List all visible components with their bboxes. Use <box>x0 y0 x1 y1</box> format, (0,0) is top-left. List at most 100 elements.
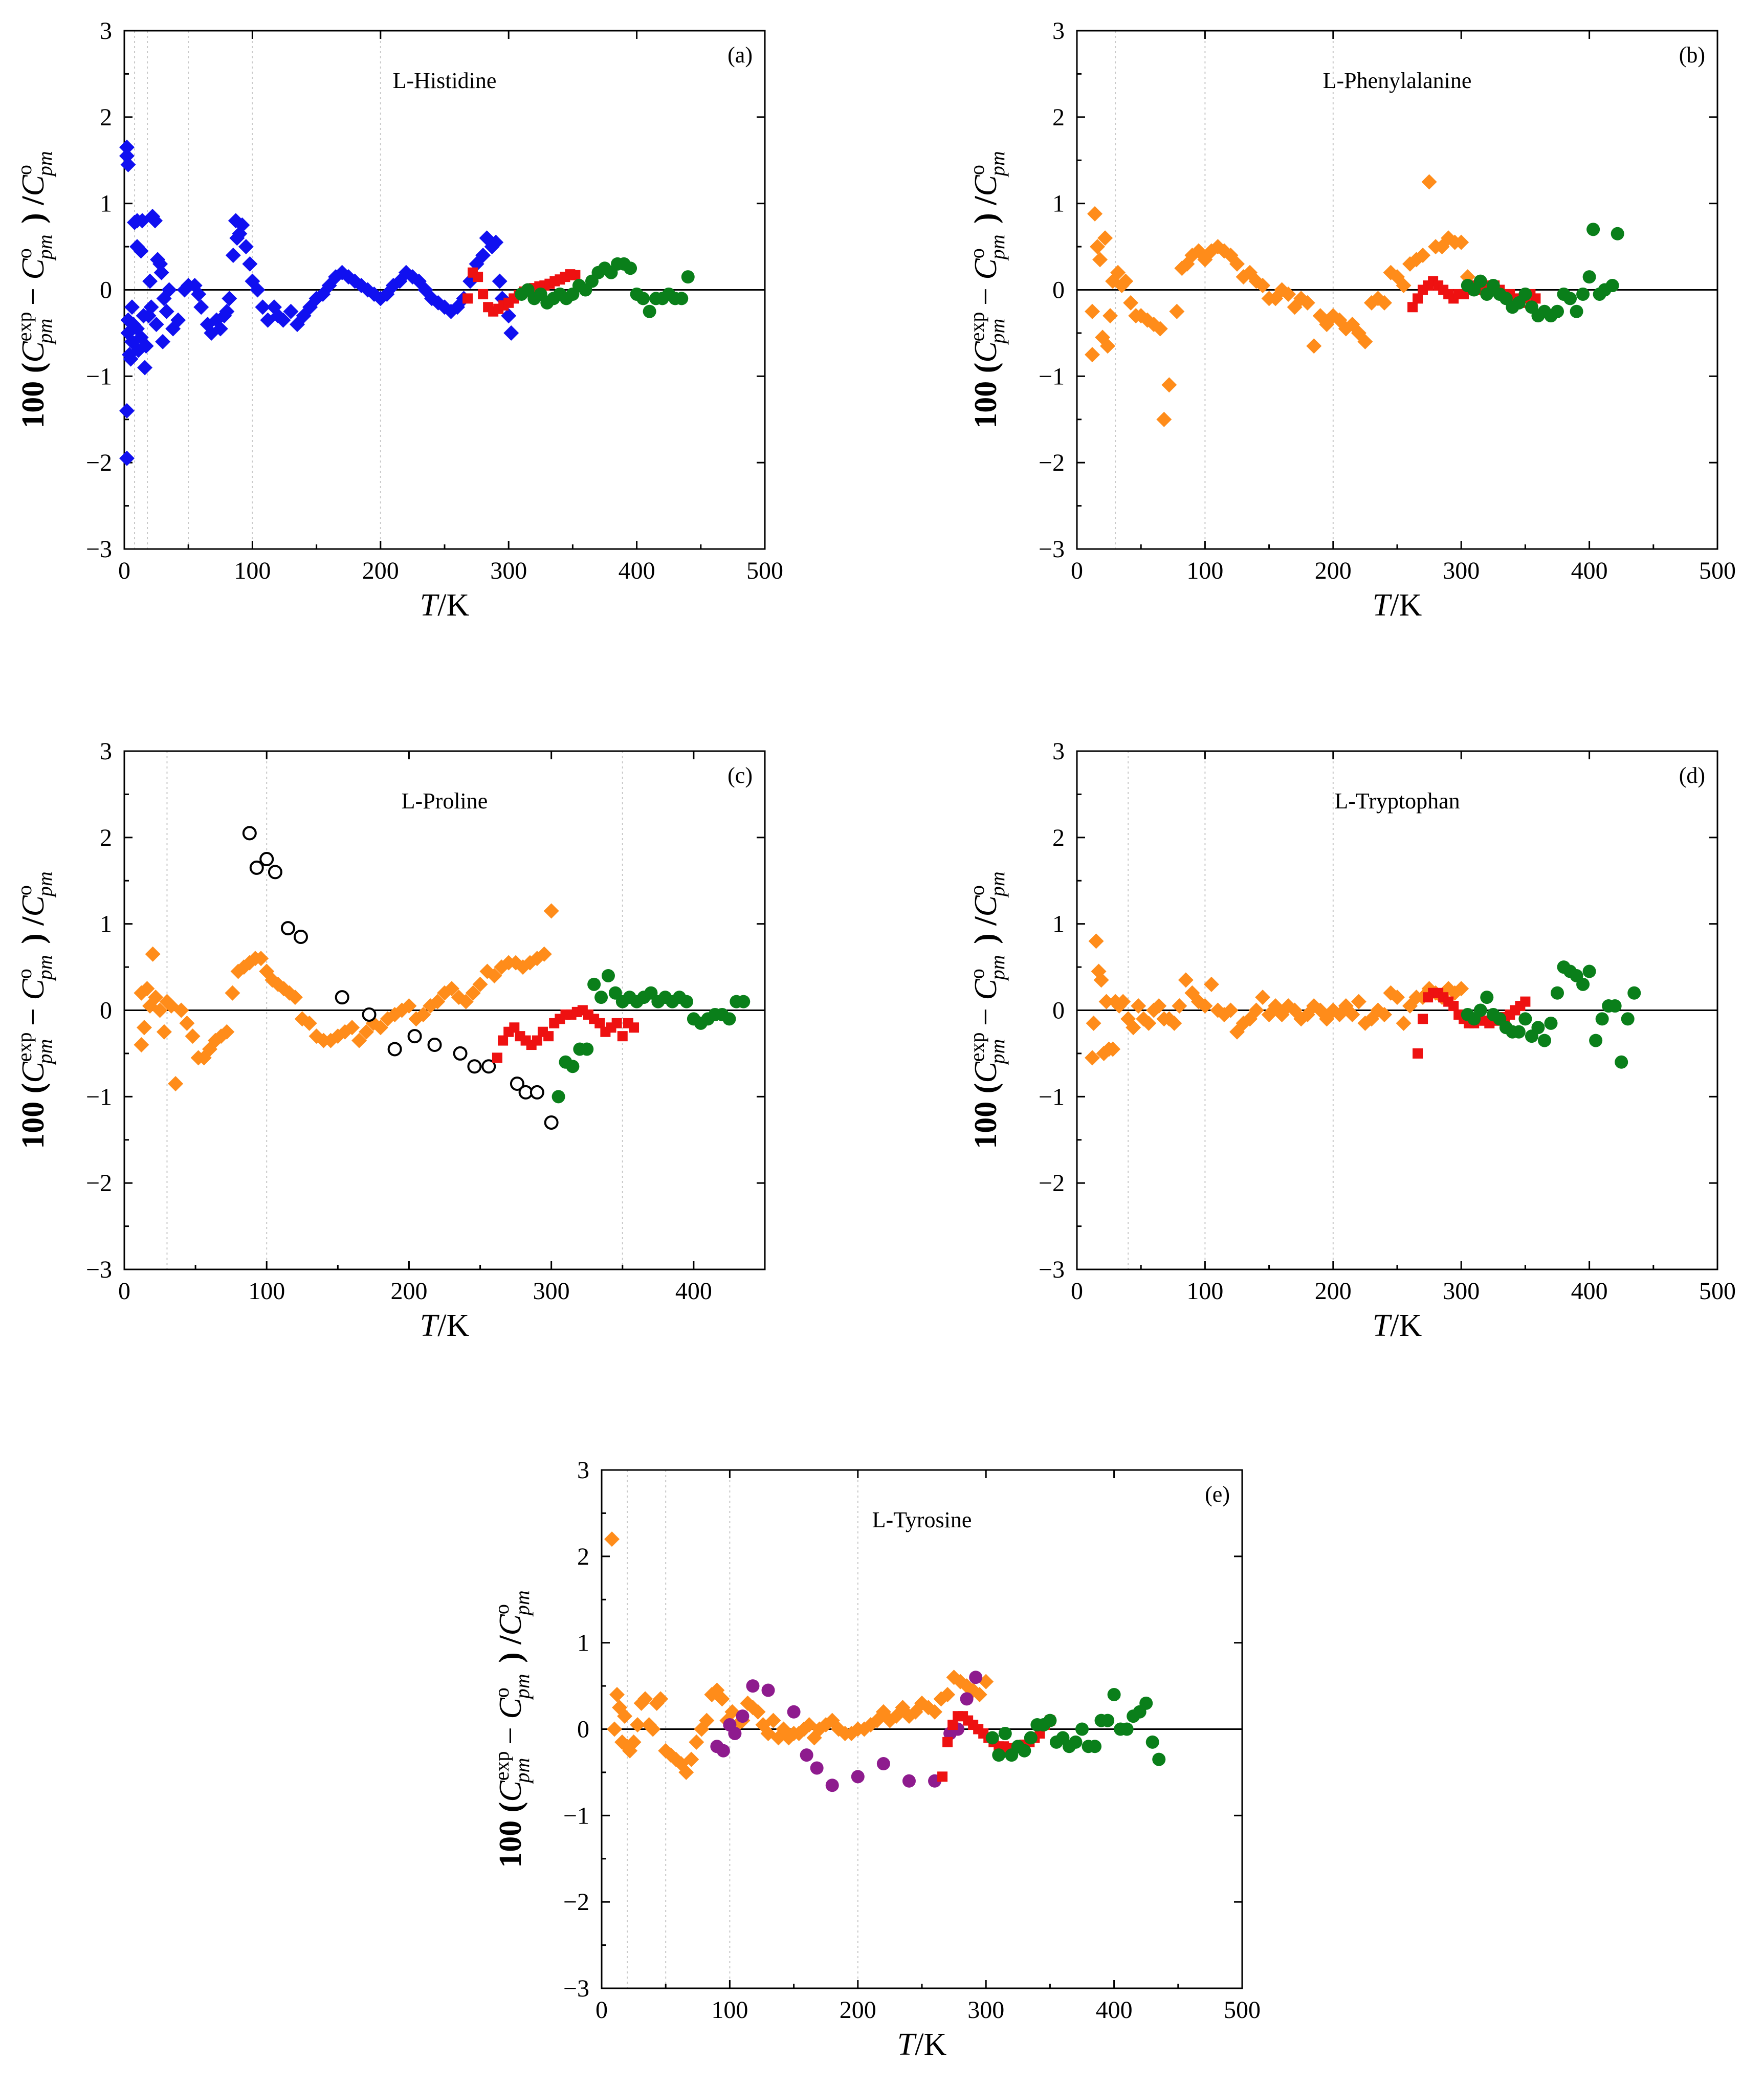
panel-title: L-Tyrosine <box>872 1507 972 1532</box>
data-point-diamond <box>645 1721 661 1737</box>
data-point-open-circle <box>249 860 264 875</box>
y-tick-label: 0 <box>577 1716 589 1743</box>
y-tick-label: 1 <box>1052 190 1065 217</box>
data-point-diamond <box>1131 998 1146 1014</box>
data-point-circle <box>736 1709 749 1723</box>
data-point-diamond <box>609 1686 625 1702</box>
data-point-circle <box>594 991 608 1004</box>
data-point-square <box>1418 1014 1428 1024</box>
panel-c: 0 100 200 300 400 −3 −2 −1 0 1 2 3 T/K 100 (Cexppm − … <box>13 738 766 1343</box>
y-tick-label: −3 <box>86 1256 112 1283</box>
data-point-square <box>570 270 581 280</box>
data-point-diamond <box>344 1020 360 1036</box>
data-point-circle <box>1605 279 1619 293</box>
data-point-square <box>1448 1001 1459 1012</box>
data-point-diamond <box>475 247 491 263</box>
data-point-circle <box>681 270 695 284</box>
data-point-diamond <box>1098 994 1114 1009</box>
data-point-diamond <box>1102 308 1118 324</box>
data-point-square <box>611 1018 622 1028</box>
data-point-diamond <box>1151 998 1167 1014</box>
data-point-diamond <box>148 317 164 333</box>
data-point-diamond <box>1087 206 1103 222</box>
data-point-diamond <box>444 981 459 997</box>
data-point-diamond <box>503 325 519 341</box>
data-point-diamond <box>1086 1015 1101 1031</box>
data-point-square <box>532 1035 542 1046</box>
data-point-open-circle <box>407 1029 422 1044</box>
data-point-diamond <box>120 157 136 172</box>
data-point-diamond <box>358 1024 374 1040</box>
data-point-diamond <box>604 1531 620 1547</box>
data-point-square <box>594 1018 605 1028</box>
data-point-diamond <box>148 990 164 1005</box>
data-point-circle <box>643 304 656 318</box>
data-point-circle <box>902 1774 916 1788</box>
data-point-circle <box>1139 1696 1153 1710</box>
data-point-diamond <box>1090 239 1106 255</box>
x-tick-label: 400 <box>619 557 655 584</box>
data-point-diamond <box>678 1764 694 1780</box>
data-point-circle <box>679 995 693 1008</box>
series-orange-diamond <box>604 1531 994 1780</box>
data-point-open-circle <box>335 990 349 1005</box>
x-tick-label: 400 <box>1571 557 1608 584</box>
panel-title: L-Histidine <box>393 68 497 93</box>
data-point-diamond <box>1453 234 1469 250</box>
y-tick-label: 2 <box>1052 104 1065 131</box>
x-tick-label: 0 <box>118 557 130 584</box>
data-point-diamond <box>147 213 163 229</box>
panel-title: L-Proline <box>402 788 488 814</box>
data-point-diamond <box>1255 990 1271 1005</box>
data-point-circle <box>1537 1034 1551 1047</box>
data-point-circle <box>1611 227 1624 240</box>
data-point-square <box>1413 293 1423 304</box>
y-tick-label: 1 <box>1052 911 1065 938</box>
data-point-square <box>462 293 473 304</box>
data-point-diamond <box>134 1037 149 1053</box>
x-tick-label: 0 <box>596 1996 608 2024</box>
data-point-open-circle <box>362 1007 377 1022</box>
x-tick-label: 400 <box>1096 1996 1133 2024</box>
y-axis-title: 100 (Cexppm − Copm ) /Copm <box>13 151 56 429</box>
panel-letter: (a) <box>727 42 753 68</box>
data-point-diamond <box>501 308 517 324</box>
series-green-circle <box>1461 960 1641 1069</box>
data-point-diamond <box>1376 295 1392 311</box>
data-point-circle <box>1595 1012 1609 1026</box>
data-point-diamond <box>193 299 209 315</box>
data-point-circle <box>1518 1012 1532 1026</box>
data-point-diamond <box>607 1721 623 1737</box>
y-tick-label: 1 <box>577 1630 589 1657</box>
panel-letter: (c) <box>727 763 753 788</box>
x-tick-label: 300 <box>1443 557 1480 584</box>
data-point-circle <box>992 1748 1006 1762</box>
data-point-diamond <box>1092 252 1108 268</box>
data-point-circle <box>998 1726 1012 1740</box>
panel-b: 0 100 200 300 400 500 −3 −2 −1 0 1 2 3 T/K 100 (Cexppm… <box>965 17 1736 623</box>
data-point-diamond <box>119 450 135 466</box>
data-point-diamond <box>1118 273 1134 289</box>
x-tick-label: 100 <box>234 557 271 584</box>
data-point-diamond <box>161 282 177 298</box>
data-point-circle <box>1043 1714 1057 1727</box>
data-point-circle <box>1551 304 1564 318</box>
data-point-circle <box>1582 270 1596 284</box>
y-tick-label: 1 <box>100 190 112 217</box>
data-point-open-circle <box>530 1085 544 1100</box>
data-point-diamond <box>683 1751 699 1767</box>
data-point-circle <box>746 1679 760 1693</box>
data-point-diamond <box>301 1015 317 1031</box>
y-axis-title: 100 (Cexppm − Copm ) /Copm <box>965 151 1009 429</box>
data-point-diamond <box>415 1006 431 1022</box>
data-point-circle <box>800 1748 813 1762</box>
data-point-open-circle <box>268 865 282 880</box>
data-point-diamond <box>1376 1006 1392 1022</box>
data-point-diamond <box>153 265 169 280</box>
data-point-diamond <box>472 976 488 992</box>
data-point-diamond <box>1396 278 1412 294</box>
y-tick-label: −3 <box>1039 1256 1065 1283</box>
data-point-diamond <box>1223 1002 1239 1018</box>
y-tick-label: 2 <box>100 104 112 131</box>
